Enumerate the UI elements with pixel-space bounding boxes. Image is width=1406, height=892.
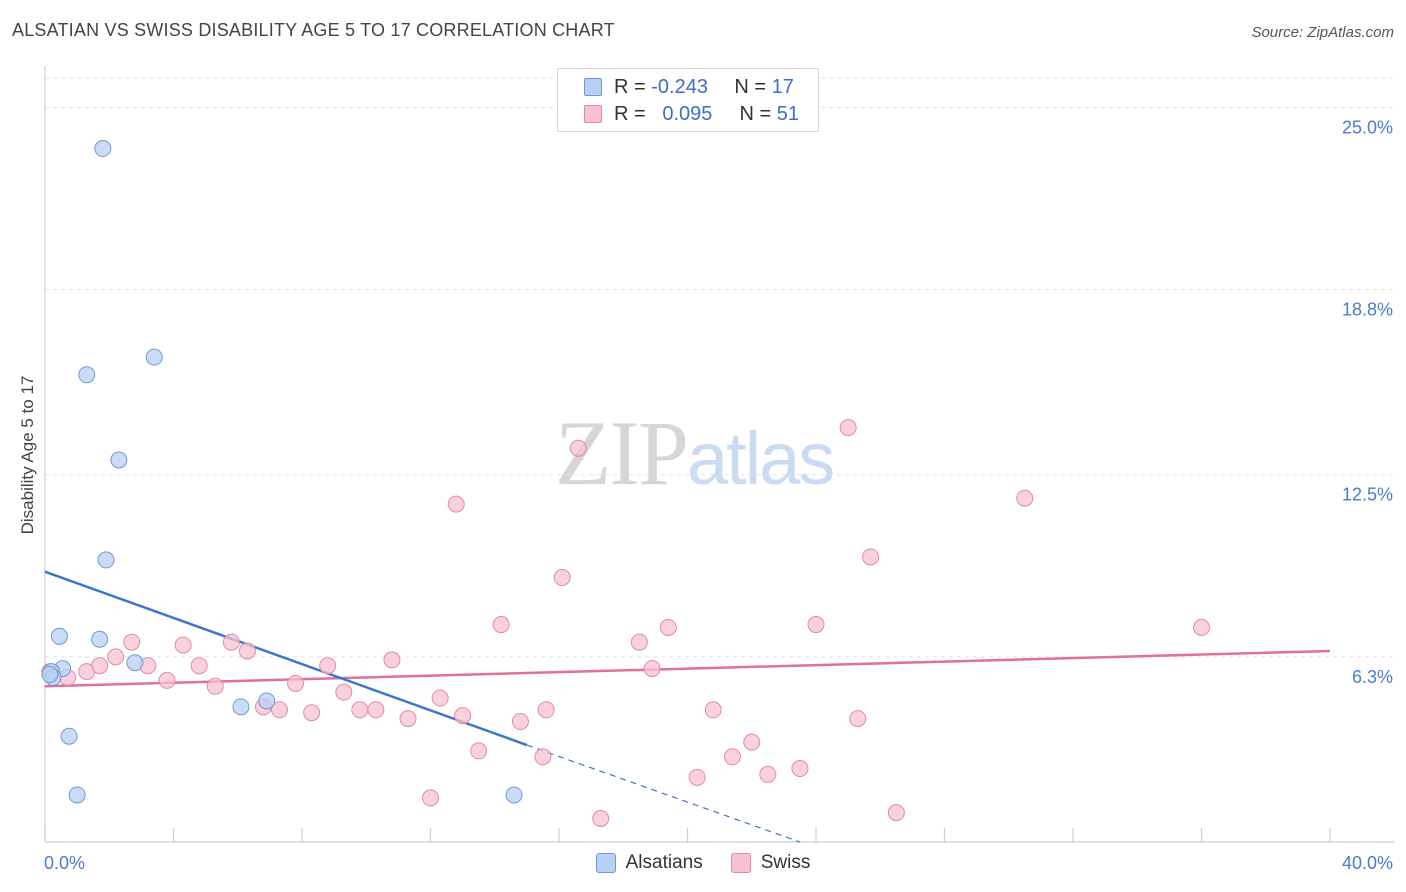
- swiss-point: [723, 748, 741, 766]
- legend-row-swiss: R = 0.095 N = 51: [558, 101, 799, 127]
- swiss-point: [1193, 618, 1210, 636]
- legend-n-label: N =: [734, 75, 767, 98]
- swiss-point: [190, 657, 208, 675]
- swiss-point: [630, 633, 648, 651]
- alsatian-point: [505, 786, 523, 804]
- swiss-point: [447, 495, 465, 513]
- swiss-point: [470, 742, 488, 760]
- alsatian-point: [258, 692, 276, 710]
- swiss-swatch: [584, 105, 602, 123]
- legend-r-value: 0.095: [662, 102, 713, 125]
- legend-n-value: 51: [776, 102, 799, 125]
- swiss-point: [222, 633, 240, 651]
- swiss-point: [422, 789, 439, 807]
- swiss-point: [704, 701, 722, 719]
- swiss-point: [287, 674, 305, 692]
- x-tick-label-max: 40.0%: [1342, 853, 1393, 873]
- swiss-point: [107, 648, 125, 666]
- watermark-atlas: atlas: [687, 417, 835, 500]
- legend-label-swiss: Swiss: [760, 852, 811, 873]
- alsatians-swatch: [584, 78, 602, 96]
- swiss-point: [659, 618, 677, 636]
- swiss-point: [158, 671, 176, 689]
- alsatians-legend-swatch: [595, 853, 616, 873]
- swiss-point: [643, 660, 661, 678]
- swiss-point: [399, 710, 417, 728]
- legend-r-label: R =: [614, 75, 646, 98]
- y-axis-label: Disability Age 5 to 17: [18, 375, 37, 535]
- alsatian-point: [110, 451, 128, 469]
- swiss-point: [839, 419, 857, 437]
- legend-row-alsatians: R = -0.243 N = 17: [558, 74, 794, 100]
- swiss-point: [238, 642, 256, 660]
- swiss-point: [807, 616, 825, 634]
- tick-labels: 6.3% 12.5% 18.8% 25.0% 0.0% 40.0%: [44, 117, 1393, 873]
- legend-r-value: -0.243: [651, 75, 708, 98]
- legend-item-swiss: Swiss: [730, 852, 811, 874]
- alsatian-point: [232, 698, 250, 716]
- alsatian-point: [97, 551, 115, 569]
- alsatian-point: [50, 627, 68, 645]
- swiss-legend-swatch: [730, 853, 751, 873]
- swiss-point: [1016, 489, 1034, 507]
- swiss-point: [454, 707, 472, 725]
- y-tick-label: 6.3%: [1352, 667, 1393, 687]
- alsatians-trend-line: [44, 570, 528, 747]
- x-tick-label-min: 0.0%: [44, 853, 85, 873]
- y-tick-label: 12.5%: [1342, 485, 1393, 505]
- series-legend: Alsatians Swiss: [0, 852, 1406, 874]
- alsatians-trend-extension: [526, 744, 801, 843]
- swiss-point: [319, 657, 337, 675]
- y-tick-label: 25.0%: [1342, 117, 1393, 137]
- legend-label-alsatians: Alsatians: [625, 852, 703, 873]
- alsatian-point: [126, 654, 144, 672]
- legend-r-label: R =: [614, 102, 646, 125]
- swiss-point: [383, 651, 401, 669]
- swiss-point: [759, 765, 777, 783]
- swiss-point: [271, 701, 289, 719]
- swiss-point: [511, 713, 529, 731]
- alsatian-point: [41, 666, 59, 684]
- swiss-point: [592, 809, 610, 827]
- legend-n-label: N =: [739, 102, 772, 125]
- swiss-point: [431, 689, 449, 707]
- swiss-point: [206, 677, 224, 695]
- swiss-point: [492, 616, 510, 634]
- swiss-point: [569, 439, 587, 457]
- alsatian-point: [60, 727, 78, 745]
- legend-item-alsatians: Alsatians: [595, 852, 703, 874]
- trend-lines: [44, 570, 1331, 843]
- axes: [44, 66, 1395, 843]
- alsatian-point: [91, 630, 109, 648]
- swiss-point: [743, 733, 761, 751]
- y-tick-label: 18.8%: [1342, 300, 1393, 320]
- alsatian-point: [145, 348, 163, 366]
- alsatian-point: [78, 366, 96, 384]
- swiss-point: [351, 701, 369, 719]
- swiss-point: [553, 569, 571, 587]
- swiss-point: [887, 804, 905, 822]
- swiss-point: [537, 701, 555, 719]
- correlation-legend: R = -0.243 N = 17 R = 0.095 N = 51: [557, 68, 819, 132]
- alsatian-point: [68, 786, 86, 804]
- alsatian-point: [94, 140, 112, 158]
- data-points: [41, 140, 1210, 827]
- swiss-point: [367, 701, 385, 719]
- source-label: Source: ZipAtlas.com: [1251, 24, 1394, 41]
- swiss-point: [862, 548, 880, 566]
- chart-title: ALSATIAN VS SWISS DISABILITY AGE 5 TO 17…: [12, 20, 615, 40]
- swiss-point: [123, 633, 141, 651]
- swiss-trend-line: [44, 649, 1331, 688]
- grid-lines: [45, 77, 1395, 658]
- swiss-point: [174, 636, 192, 654]
- swiss-point: [791, 760, 809, 778]
- swiss-point: [534, 748, 552, 766]
- swiss-point: [91, 657, 109, 675]
- swiss-point: [688, 768, 706, 786]
- swiss-point: [849, 710, 867, 728]
- legend-n-value: 17: [771, 75, 794, 98]
- swiss-point: [303, 704, 321, 722]
- swiss-point: [335, 683, 353, 701]
